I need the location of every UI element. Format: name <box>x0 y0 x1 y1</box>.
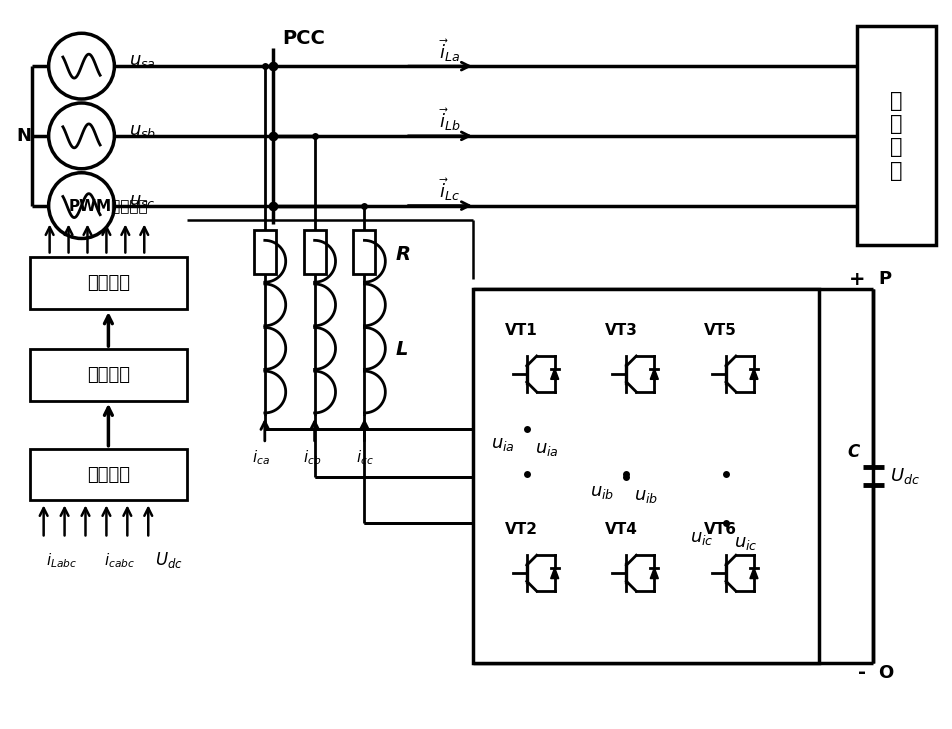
Text: 驱动电路: 驱动电路 <box>87 274 129 292</box>
Text: $i_{cabc}$: $i_{cabc}$ <box>104 551 135 569</box>
Polygon shape <box>750 369 758 379</box>
Polygon shape <box>750 568 758 579</box>
Text: VT6: VT6 <box>704 522 737 537</box>
Text: $u_{ib}$: $u_{ib}$ <box>590 483 614 501</box>
Text: PCC: PCC <box>283 28 326 47</box>
Text: +: + <box>849 270 865 289</box>
Text: VT3: VT3 <box>605 323 638 338</box>
Text: VT5: VT5 <box>704 323 737 338</box>
Text: 控制电路: 控制电路 <box>87 366 129 384</box>
Text: $\vec{i}_{Lc}$: $\vec{i}_{Lc}$ <box>439 176 461 203</box>
Polygon shape <box>650 568 659 579</box>
Text: $i_{ca}$: $i_{ca}$ <box>252 448 269 467</box>
Text: $i_{cb}$: $i_{cb}$ <box>304 448 322 467</box>
Text: VT1: VT1 <box>505 323 538 338</box>
Text: $u_{sc}$: $u_{sc}$ <box>129 192 156 210</box>
Text: $u_{sb}$: $u_{sb}$ <box>129 122 157 140</box>
Text: $u_{ic}$: $u_{ic}$ <box>690 529 714 547</box>
Bar <box>304 230 326 274</box>
Text: $u_{ic}$: $u_{ic}$ <box>734 534 758 553</box>
Text: $u_{ia}$: $u_{ia}$ <box>535 440 559 458</box>
Text: $u_{sa}$: $u_{sa}$ <box>129 52 156 70</box>
Text: VT2: VT2 <box>505 522 538 537</box>
Text: $\vec{i}_{Lb}$: $\vec{i}_{Lb}$ <box>439 106 462 133</box>
Text: 检测电路: 检测电路 <box>87 466 129 483</box>
Polygon shape <box>550 369 559 379</box>
Bar <box>30 257 188 309</box>
Polygon shape <box>650 369 659 379</box>
Text: R: R <box>395 245 410 264</box>
Text: -: - <box>858 663 865 682</box>
Bar <box>254 230 276 274</box>
Text: $U_{dc}$: $U_{dc}$ <box>155 550 183 570</box>
Bar <box>30 448 188 501</box>
Text: 三
相
负
载: 三 相 负 载 <box>890 91 902 181</box>
Text: $\vec{i}_{La}$: $\vec{i}_{La}$ <box>439 36 461 63</box>
Bar <box>857 26 936 246</box>
Text: L: L <box>395 340 407 359</box>
Text: PWM脉冲信号: PWM脉冲信号 <box>69 198 149 213</box>
Text: P: P <box>879 270 892 289</box>
Text: VT4: VT4 <box>605 522 638 537</box>
Bar <box>473 289 819 663</box>
Text: N: N <box>16 127 31 145</box>
Text: $u_{ia}$: $u_{ia}$ <box>491 434 515 453</box>
Text: $u_{ib}$: $u_{ib}$ <box>634 488 659 505</box>
Bar <box>30 349 188 401</box>
Polygon shape <box>550 568 559 579</box>
Text: $i_{Labc}$: $i_{Labc}$ <box>46 551 77 569</box>
Text: O: O <box>879 664 894 682</box>
Text: C: C <box>847 443 860 461</box>
Text: $i_{cc}$: $i_{cc}$ <box>355 448 373 467</box>
Bar <box>353 230 375 274</box>
Text: $U_{dc}$: $U_{dc}$ <box>890 466 921 486</box>
